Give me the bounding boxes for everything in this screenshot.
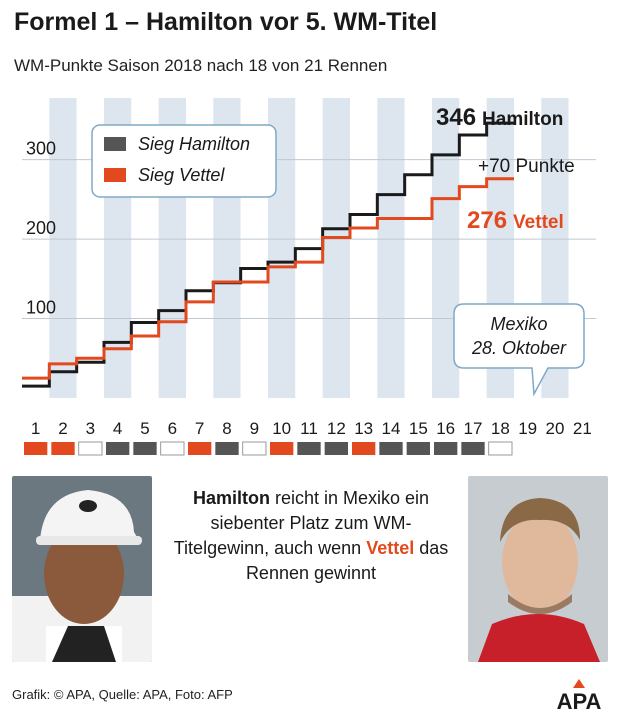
x-tick-label: 21 bbox=[573, 419, 592, 438]
race-winner-box bbox=[297, 442, 321, 455]
footer-credit: Grafik: © APA, Quelle: APA, Foto: AFP bbox=[12, 687, 233, 702]
caption-part1: reicht in Mexiko ein siebenter Platz zum… bbox=[173, 488, 430, 558]
race-winner-box bbox=[160, 441, 185, 456]
x-tick-label: 9 bbox=[250, 419, 259, 438]
x-tick-label: 18 bbox=[491, 419, 510, 438]
hamilton-end-label: 346 Hamilton bbox=[436, 104, 563, 131]
hamilton-end-value: 346 bbox=[436, 104, 476, 131]
stripe-column bbox=[49, 98, 77, 398]
x-tick-label: 2 bbox=[58, 419, 67, 438]
legend-swatch-hamilton bbox=[104, 137, 126, 151]
race-winner-box bbox=[488, 441, 513, 456]
x-tick-label: 5 bbox=[140, 419, 149, 438]
race-winner-box bbox=[188, 442, 212, 455]
x-tick-label: 10 bbox=[272, 419, 291, 438]
series-line-vettel bbox=[22, 177, 514, 380]
race-winner-box bbox=[461, 442, 485, 455]
x-tick-label: 3 bbox=[86, 419, 95, 438]
race-winner-box bbox=[270, 442, 294, 455]
race-winner-box bbox=[352, 442, 376, 455]
x-tick-label: 11 bbox=[300, 419, 318, 438]
legend-swatch-vettel bbox=[104, 168, 126, 182]
x-tick-label: 7 bbox=[195, 419, 204, 438]
race-winner-box bbox=[406, 442, 430, 455]
x-tick-label: 12 bbox=[327, 419, 346, 438]
apa-logo: APA bbox=[557, 679, 602, 712]
x-tick-label: 1 bbox=[31, 419, 40, 438]
race-winner-box bbox=[242, 441, 267, 456]
points-difference: +70 Punkte bbox=[478, 156, 575, 177]
stripe-column bbox=[322, 98, 350, 398]
apa-logo-text: APA bbox=[557, 689, 602, 712]
race-winner-box bbox=[324, 442, 348, 455]
race-winner-box bbox=[78, 441, 103, 456]
stripe-column bbox=[350, 98, 378, 398]
x-tick-label: 13 bbox=[354, 419, 373, 438]
callout-bubble bbox=[453, 303, 585, 397]
stripe-column bbox=[404, 98, 432, 398]
vettel-photo bbox=[468, 476, 608, 662]
chart-title: Formel 1 – Hamilton vor 5. WM-Titel bbox=[14, 8, 438, 36]
x-tick-label: 15 bbox=[409, 419, 428, 438]
y-tick-label: 300 bbox=[26, 139, 56, 159]
series-line-hamilton bbox=[22, 121, 514, 388]
race-winner-box bbox=[434, 442, 458, 455]
race-winner-box bbox=[215, 442, 239, 455]
race-winner-box bbox=[106, 442, 130, 455]
vettel-end-value: 276 bbox=[467, 207, 507, 234]
x-tick-label: 14 bbox=[382, 419, 401, 438]
vettel-end-name: Vettel bbox=[513, 212, 564, 233]
callout-line1: Mexiko bbox=[490, 314, 547, 334]
x-tick-label: 4 bbox=[113, 419, 122, 438]
legend-box bbox=[91, 124, 277, 198]
x-tick-label: 20 bbox=[546, 419, 565, 438]
stripe-column bbox=[377, 98, 405, 398]
y-tick-label: 200 bbox=[26, 218, 56, 238]
race-winner-box bbox=[51, 442, 75, 455]
race-winner-box bbox=[133, 442, 157, 455]
x-tick-label: 19 bbox=[518, 419, 537, 438]
y-tick-label: 100 bbox=[26, 298, 56, 318]
callout-line2: 28. Oktober bbox=[471, 338, 567, 358]
hamilton-photo bbox=[12, 476, 152, 662]
caption-vettel: Vettel bbox=[366, 538, 415, 558]
x-tick-label: 6 bbox=[168, 419, 177, 438]
race-winner-box bbox=[24, 442, 48, 455]
stripe-column bbox=[22, 98, 50, 398]
race-winner-box bbox=[379, 442, 403, 455]
caption-text: Hamilton reicht in Mexiko ein siebenter … bbox=[166, 486, 456, 586]
x-tick-label: 8 bbox=[222, 419, 231, 438]
hamilton-end-name: Hamilton bbox=[482, 109, 563, 130]
chart-subtitle: WM-Punkte Saison 2018 nach 18 von 21 Ren… bbox=[14, 56, 388, 75]
apa-logo-triangle bbox=[573, 679, 585, 688]
legend-label-hamilton: Sieg Hamilton bbox=[138, 134, 250, 154]
x-tick-label: 17 bbox=[464, 419, 483, 438]
vettel-end-label: 276 Vettel bbox=[467, 207, 564, 234]
legend-label-vettel: Sieg Vettel bbox=[138, 165, 225, 185]
caption-part2: das Rennen gewinnt bbox=[245, 538, 449, 583]
caption-hamilton: Hamilton bbox=[192, 488, 270, 508]
x-tick-label: 16 bbox=[436, 419, 455, 438]
